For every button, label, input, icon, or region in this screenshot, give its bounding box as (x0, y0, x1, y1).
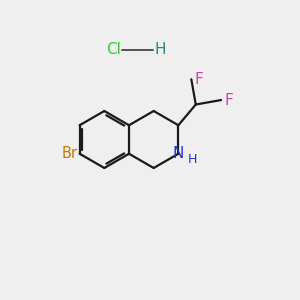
Text: F: F (195, 72, 204, 87)
Text: H: H (155, 42, 166, 57)
Text: H: H (188, 153, 197, 166)
Text: Cl: Cl (106, 42, 122, 57)
Text: F: F (225, 93, 233, 108)
Text: N: N (173, 146, 184, 161)
Text: Br: Br (61, 146, 77, 161)
